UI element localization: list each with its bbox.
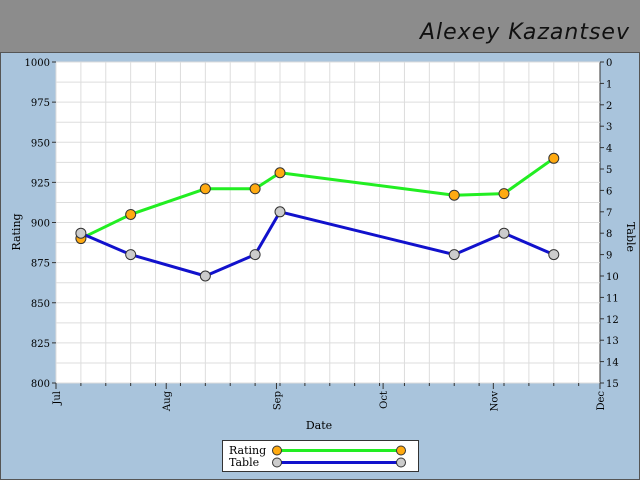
series-line-table xyxy=(80,210,555,278)
x-tick-label: Aug xyxy=(162,390,173,412)
y2-tick-label: 4 xyxy=(606,144,612,155)
y-tick-label: 900 xyxy=(31,219,50,230)
y2-tick-label: 14 xyxy=(606,358,619,369)
y2-tick-label: 10 xyxy=(606,272,619,283)
y-tick-label: 925 xyxy=(31,178,50,189)
point-rating xyxy=(274,167,286,179)
point-table xyxy=(75,227,87,239)
point-rating xyxy=(249,183,261,195)
y-tick-label: 875 xyxy=(31,259,50,270)
y2-tick-label: 9 xyxy=(606,251,612,262)
grid xyxy=(55,61,600,384)
legend-swatch-rating xyxy=(272,445,406,456)
point-table xyxy=(548,249,560,261)
point-rating xyxy=(498,188,510,200)
x-tick-label: Jul xyxy=(52,391,63,406)
y-tick-label: 800 xyxy=(31,379,50,390)
legend-item-table: Table xyxy=(229,456,406,469)
series xyxy=(75,152,560,282)
x-axis-label: Date xyxy=(306,419,332,432)
point-rating xyxy=(199,183,211,195)
y2-tick-label: 3 xyxy=(606,122,612,133)
point-rating xyxy=(448,189,460,201)
y2-tick-label: 1 xyxy=(606,79,612,90)
y2-tick-label: 2 xyxy=(606,101,612,112)
author-name: Alexey Kazantsev xyxy=(419,20,630,45)
point-table xyxy=(249,249,261,261)
series-line-rating xyxy=(80,157,555,240)
y2-tick-label: 11 xyxy=(606,293,619,304)
y-tick-label: 1000 xyxy=(25,58,50,69)
x-tick-label: Sep xyxy=(272,391,283,410)
legend-label-table: Table xyxy=(229,456,260,469)
y-axis-label: Rating xyxy=(10,213,23,250)
point-rating xyxy=(125,208,137,220)
legend-item-rating: Rating xyxy=(229,444,406,457)
point-table xyxy=(125,249,137,261)
y2-tick-label: 12 xyxy=(606,315,619,326)
y-tick-label: 950 xyxy=(31,138,50,149)
y2-tick-label: 15 xyxy=(606,379,619,390)
legend-label-rating: Rating xyxy=(229,444,267,457)
y-tick-label: 850 xyxy=(31,299,50,310)
x-tick-label: Dec xyxy=(596,391,607,411)
y2-tick-label: 8 xyxy=(606,229,612,240)
legend-swatch-table xyxy=(272,457,406,468)
point-table xyxy=(199,270,211,282)
point-rating xyxy=(548,152,560,164)
y2-tick-label: 6 xyxy=(606,186,612,197)
x-tick-label: Oct xyxy=(379,391,390,409)
point-table xyxy=(274,206,286,218)
y2-tick-label: 7 xyxy=(606,208,612,219)
header-bar: Alexey Kazantsev xyxy=(0,0,640,53)
x-tick-label: Nov xyxy=(489,391,500,412)
y-tick-label: 825 xyxy=(31,339,50,350)
point-table xyxy=(448,249,460,261)
y-tick-label: 975 xyxy=(31,98,50,109)
y2-tick-label: 0 xyxy=(606,58,612,69)
point-table xyxy=(498,227,510,239)
y2-axis-label: Table xyxy=(624,222,637,252)
y2-tick-label: 5 xyxy=(606,165,612,176)
legend: Rating Table xyxy=(222,440,419,472)
y2-tick-label: 13 xyxy=(606,336,619,347)
